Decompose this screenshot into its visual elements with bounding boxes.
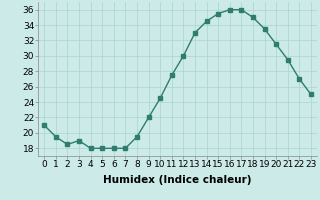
X-axis label: Humidex (Indice chaleur): Humidex (Indice chaleur) — [103, 175, 252, 185]
